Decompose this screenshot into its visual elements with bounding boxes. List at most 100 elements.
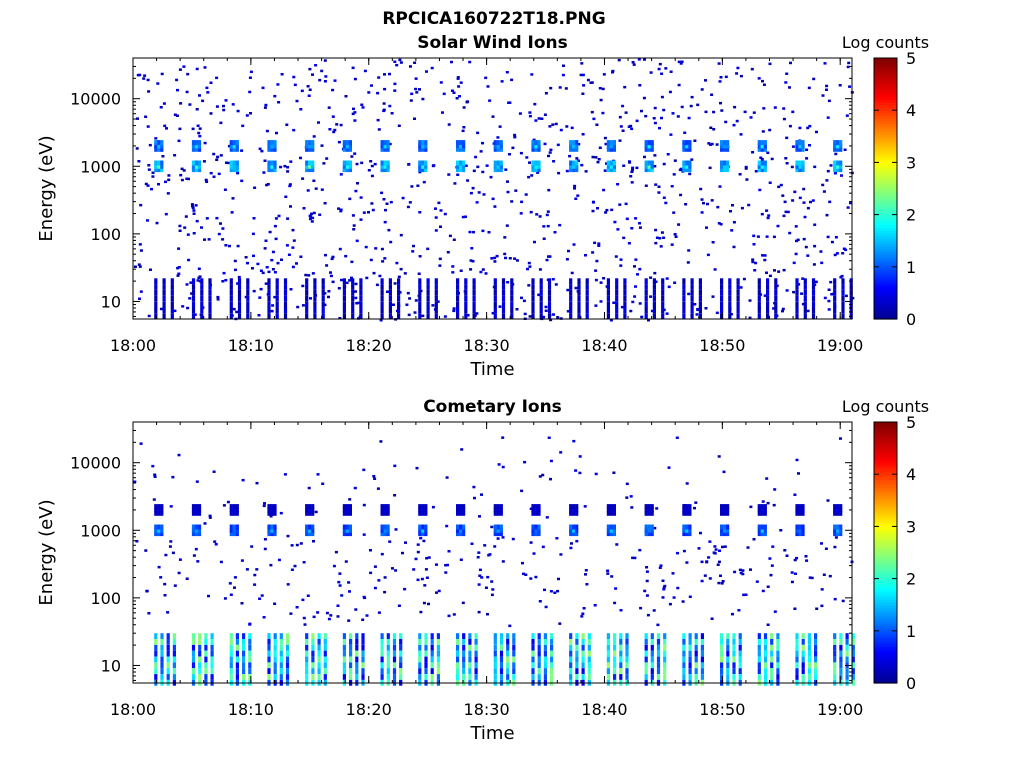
colorbar-segment — [874, 531, 897, 535]
x-tick-label: 18:50 — [699, 336, 745, 355]
colorbar-segment — [874, 461, 897, 465]
colorbar-segment — [874, 118, 897, 122]
colorbar-segment — [874, 651, 897, 655]
colorbar-segment — [874, 636, 897, 640]
colorbar-segment — [874, 510, 897, 514]
colorbar-segment — [874, 502, 897, 507]
colorbar-segment — [874, 422, 897, 426]
colorbar-segment — [874, 662, 897, 666]
colorbar-segment — [874, 565, 897, 569]
sweep-7 — [418, 140, 438, 320]
colorbar-segment — [874, 58, 897, 62]
colorbar-segment — [874, 583, 897, 588]
sweep-9 — [493, 140, 514, 320]
colorbar-segment — [874, 151, 897, 156]
colorbar-segment — [874, 442, 897, 447]
colorbar-segment — [874, 165, 897, 169]
colorbar-segment — [874, 183, 897, 187]
colorbar-segment — [874, 609, 897, 614]
sweep-6 — [380, 140, 401, 320]
colorbar-segment — [874, 266, 897, 271]
colorbar-segment — [874, 238, 897, 242]
colorbar-segment — [874, 131, 897, 135]
colorbar-tick-label: 0 — [906, 674, 916, 693]
colorbar-segment — [874, 279, 897, 284]
colorbar-segment — [874, 219, 897, 224]
sweep-5 — [342, 140, 363, 320]
colorbar-segment — [874, 617, 897, 621]
colorbar-segment — [874, 521, 897, 525]
colorbar-segment — [874, 427, 897, 431]
colorbar-segment — [874, 144, 897, 148]
colorbar-segment — [874, 508, 897, 512]
sweep-0 — [154, 140, 174, 320]
colorbar-segment — [874, 193, 897, 197]
colorbar-segment — [874, 557, 897, 561]
colorbar-segment — [874, 308, 897, 312]
colorbar-segment — [874, 643, 897, 648]
colorbar-segment — [874, 440, 897, 444]
colorbar-segment — [874, 112, 897, 117]
colorbar-segment — [874, 89, 897, 93]
colorbar-segment — [874, 646, 897, 650]
colorbar-segment — [874, 638, 897, 642]
colorbar-segment — [874, 170, 897, 174]
colorbar-segment — [874, 94, 897, 98]
colorbar-segment — [874, 251, 897, 255]
colorbar-segment — [874, 523, 897, 527]
colorbar-segment — [874, 292, 897, 297]
y-tick-label: 100 — [90, 589, 121, 608]
colorbar-segment — [874, 445, 897, 449]
colorbar-segment — [874, 232, 897, 237]
x-tick-label: 18:20 — [346, 336, 392, 355]
x-tick-label: 18:20 — [346, 700, 392, 719]
x-tick-label: 18:10 — [228, 700, 274, 719]
sweep-2 — [229, 140, 250, 320]
colorbar-segment — [874, 575, 897, 580]
colorbar-segment — [874, 188, 897, 192]
colorbar-segment — [874, 471, 897, 475]
x-axis-label: Time — [469, 723, 514, 744]
x-tick-label: 18:00 — [110, 336, 156, 355]
colorbar-segment — [874, 178, 897, 182]
axes-frame — [132, 57, 853, 320]
colorbar-label: Log counts — [842, 33, 929, 52]
x-tick-label: 18:30 — [464, 336, 510, 355]
y-tick-label: 10000 — [70, 90, 121, 109]
colorbar-segment — [874, 620, 897, 624]
colorbar-segment — [874, 107, 897, 111]
colorbar-segment — [874, 149, 897, 153]
colorbar-segment — [874, 429, 897, 434]
colorbar-segment — [874, 110, 897, 114]
colorbar-segment — [874, 63, 897, 67]
y-tick-label: 10 — [101, 656, 121, 675]
colorbar-segment — [874, 448, 897, 452]
colorbar-segment — [874, 677, 897, 681]
colorbar-segment — [874, 84, 897, 88]
panel-title: Solar Wind Ions — [417, 33, 568, 53]
colorbar-segment — [874, 555, 897, 559]
colorbar-tick-label: 5 — [906, 49, 916, 68]
colorbar-segment — [874, 73, 897, 77]
colorbar-segment — [874, 245, 897, 250]
colorbar-segment — [874, 97, 897, 101]
x-tick-label: 19:00 — [817, 336, 863, 355]
colorbar-segment — [874, 542, 897, 546]
colorbar-segment — [874, 534, 897, 538]
colorbar-frame — [873, 421, 898, 684]
colorbar-segment — [874, 489, 897, 494]
colorbar-label: Log counts — [842, 397, 929, 416]
colorbar-segment — [874, 290, 897, 294]
sweep-8 — [456, 140, 476, 320]
colorbar-segment — [874, 198, 897, 203]
x-axis-label: Time — [469, 359, 514, 380]
colorbar-segment — [874, 305, 897, 310]
colorbar-segment — [874, 191, 897, 195]
colorbar-segment — [874, 513, 897, 517]
colorbar-segment — [874, 154, 897, 158]
colorbar-segment — [874, 547, 897, 551]
colorbar-segment — [874, 659, 897, 663]
sweep-2 — [229, 504, 252, 686]
colorbar-segment — [874, 209, 897, 213]
